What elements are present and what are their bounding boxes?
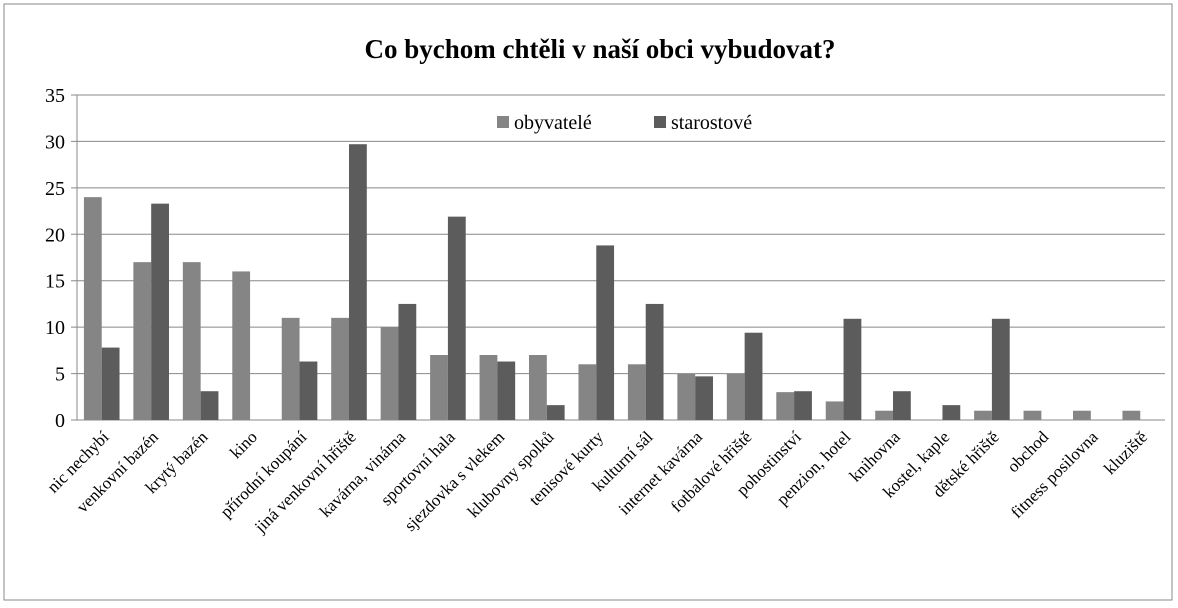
bar	[578, 364, 597, 420]
y-tick-label: 30	[45, 131, 65, 153]
legend-swatch	[497, 116, 509, 128]
bar	[182, 262, 201, 420]
bar	[991, 318, 1010, 420]
bar	[398, 303, 417, 420]
bar	[776, 392, 795, 420]
bar	[447, 216, 466, 420]
chart-border	[3, 3, 1173, 601]
bar	[430, 355, 448, 420]
bar	[529, 355, 547, 420]
legend-label: starostové	[671, 112, 752, 134]
bar	[677, 373, 696, 420]
bar	[825, 401, 844, 420]
y-tick-label: 35	[45, 85, 65, 107]
bar	[133, 262, 152, 420]
bar	[151, 203, 169, 420]
bar	[974, 410, 992, 420]
legend-label: obyvatelé	[514, 112, 592, 134]
bar	[331, 317, 349, 420]
y-tick-label: 25	[45, 178, 65, 200]
bar	[299, 361, 318, 420]
y-tick-label: 5	[55, 364, 65, 386]
bar	[546, 405, 565, 420]
y-tick-label: 20	[45, 224, 65, 246]
bar	[101, 347, 120, 420]
bar	[380, 327, 399, 420]
bar	[349, 144, 367, 420]
bar	[1023, 410, 1042, 420]
bar	[83, 197, 102, 420]
bar	[695, 376, 713, 420]
bar	[645, 303, 664, 420]
y-tick-label: 0	[55, 410, 65, 432]
bar	[497, 361, 516, 420]
bar	[200, 391, 219, 420]
bar	[794, 391, 812, 420]
bar	[281, 317, 300, 420]
bar	[1122, 410, 1141, 420]
y-tick-label: 15	[45, 271, 65, 293]
bar	[875, 410, 893, 420]
bar	[744, 332, 763, 420]
chart-title: Co bychom chtěli v naší obci vybudovat?	[364, 34, 835, 64]
bar	[942, 405, 961, 420]
bar	[627, 364, 646, 420]
legend-swatch	[654, 116, 666, 128]
bar	[596, 245, 615, 420]
y-tick-label: 10	[45, 317, 65, 339]
bar	[479, 355, 498, 420]
bar	[232, 271, 251, 420]
bar	[843, 318, 862, 420]
bar	[726, 373, 745, 420]
bar	[893, 391, 911, 420]
bar	[1073, 410, 1091, 420]
